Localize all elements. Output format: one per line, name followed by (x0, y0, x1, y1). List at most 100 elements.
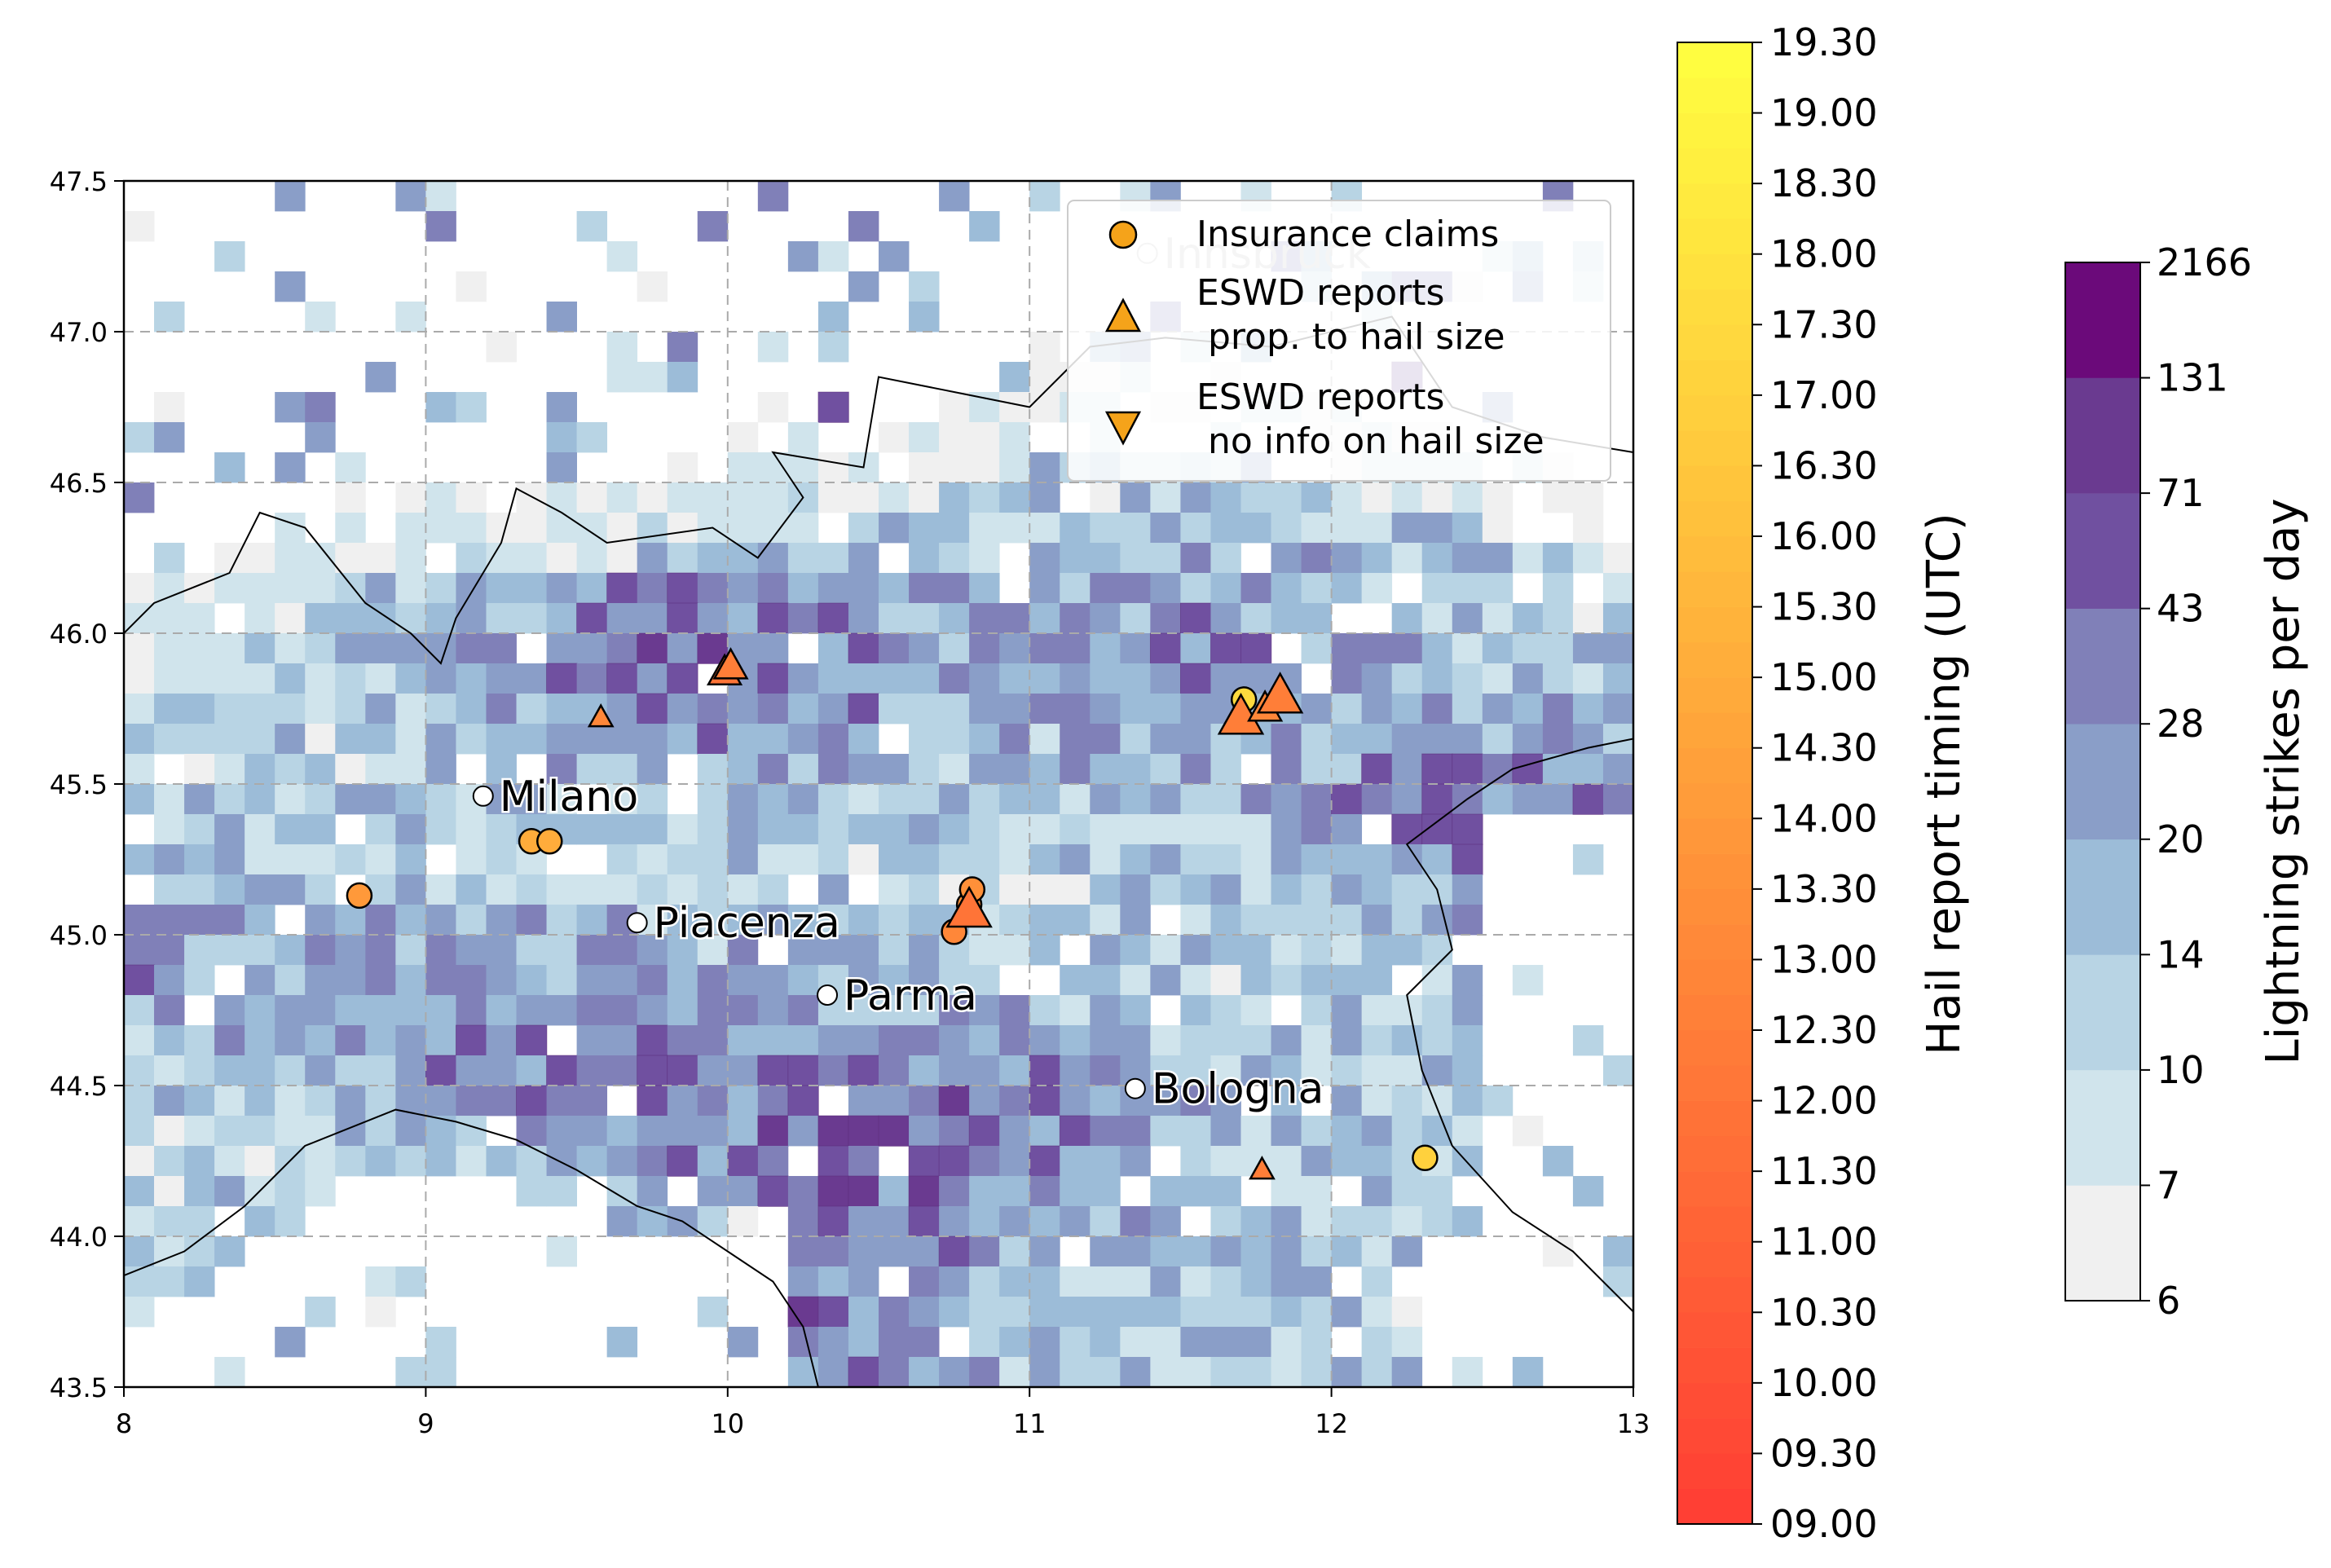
lightning-cell (969, 573, 1000, 604)
lightning-cell (1361, 905, 1393, 936)
lightning-cell (1512, 603, 1544, 634)
lightning-cell (757, 181, 789, 212)
lightning-cell (1060, 995, 1091, 1026)
lightning-cell (1572, 783, 1604, 815)
lightning-cell (727, 1025, 759, 1056)
lightning-cell (425, 784, 456, 815)
lightning-cell (1271, 1176, 1302, 1207)
lightning-cell (365, 663, 396, 694)
lightning-cell (486, 935, 517, 966)
lightning-cell (1482, 694, 1514, 725)
lightning-cell (395, 965, 426, 996)
timing-tick-label: 11.30 (1770, 1149, 1878, 1193)
lightning-cell (1120, 905, 1151, 936)
timing-colorbar-band (1677, 1065, 1752, 1101)
lightning-cell (879, 1297, 910, 1328)
lightning-cell (848, 1356, 879, 1387)
lightning-cell (697, 1055, 729, 1086)
lightning-cell (969, 1176, 1000, 1207)
lightning-cell (1120, 1327, 1151, 1358)
y-tick-label: 46.5 (50, 468, 108, 499)
lightning-cell (1602, 694, 1633, 725)
lightning-cell (395, 302, 426, 333)
timing-tick-label: 13.00 (1770, 937, 1878, 981)
lightning-cell (425, 754, 456, 785)
lightning-cell (1331, 663, 1363, 694)
lightning-cell (1210, 1206, 1241, 1237)
lightning-cell (425, 1055, 457, 1086)
lightning-cell (879, 905, 910, 936)
lightning-cell (1271, 1116, 1302, 1147)
lightning-cell (486, 965, 517, 996)
lightning-cell (214, 1176, 245, 1207)
lightning-cell (1029, 874, 1060, 905)
lightning-cell (879, 995, 910, 1026)
lightning-cell (1240, 1055, 1271, 1086)
lightning-cell (546, 694, 577, 725)
lightning-cell (757, 724, 789, 755)
lightning-cell (1421, 1116, 1453, 1147)
lightning-cell (1482, 603, 1514, 634)
lightning-cell (938, 1085, 970, 1117)
lightning-cell (1301, 1357, 1332, 1387)
lightning-density-grid (124, 181, 1633, 1387)
legend-eswd-nosize-label-line2: no info on hail size (1196, 421, 1544, 462)
lightning-cell (1542, 603, 1574, 634)
lightning-cell (546, 422, 577, 453)
timing-colorbar-band (1677, 1135, 1752, 1172)
lightning-cell (667, 995, 698, 1026)
lightning-cell (1120, 694, 1151, 725)
timing-tick-label: 19.00 (1770, 91, 1878, 135)
lightning-cell (395, 784, 426, 815)
latitude-ticks: 43.5 44.0 44.5 45.0 45.5 46.0 46.5 47.0 47.5 (50, 166, 124, 1403)
lightning-cell (516, 1055, 547, 1086)
lightning-cell (1060, 1176, 1091, 1207)
lightning-cell (245, 995, 275, 1026)
lightning-cell (486, 633, 517, 664)
lightning-cell (939, 1116, 970, 1147)
lightning-cell (1240, 1206, 1271, 1237)
lightning-cell (727, 422, 759, 453)
lightning-cell (1240, 1297, 1271, 1328)
lightning-cell (425, 392, 456, 423)
lightning-cell (576, 935, 608, 966)
timing-tick-label: 17.00 (1770, 373, 1878, 417)
lightning-cell (275, 995, 306, 1026)
lightning-cell (1029, 1025, 1060, 1056)
lightning-cell (365, 1146, 396, 1177)
x-tick-label: 11 (1013, 1408, 1047, 1439)
lightning-cell (879, 844, 910, 875)
lightning-tick-label: 10 (2157, 1048, 2205, 1092)
lightning-cell (365, 724, 396, 755)
lightning-cell (1271, 603, 1302, 634)
lightning-cell (305, 573, 336, 604)
lightning-cell (999, 482, 1030, 513)
lightning-cell (606, 1206, 638, 1237)
legend-eswd-size-triangle-icon (1104, 297, 1142, 333)
lightning-cell (787, 543, 819, 574)
lightning-cell (1421, 543, 1453, 574)
lightning-cell (727, 995, 759, 1026)
lightning-cell (727, 844, 759, 875)
lightning-cell (969, 633, 1000, 664)
legend-eswd-size-label-line1: ESWD reports (1196, 272, 1444, 314)
lightning-cell (1301, 784, 1332, 815)
lightning-cell (1120, 844, 1151, 875)
lightning-cell (154, 663, 185, 694)
lightning-cell (878, 1115, 910, 1147)
lightning-cell (727, 1145, 759, 1177)
lightning-cell (1482, 1086, 1514, 1117)
lightning-cell (938, 1235, 970, 1267)
lightning-cell (817, 724, 849, 755)
adriatic-coastline (1405, 738, 1633, 1313)
lightning-cell (335, 482, 366, 513)
lightning-cell (365, 633, 396, 664)
lightning-cell (969, 603, 1000, 634)
lightning-cell (214, 784, 245, 815)
lightning-cell (1060, 1357, 1091, 1387)
lightning-cell (757, 663, 789, 694)
lightning-cell (184, 965, 215, 996)
lightning-cell (154, 995, 185, 1026)
lightning-cell (1391, 1297, 1423, 1328)
lightning-cell (1301, 1025, 1332, 1056)
